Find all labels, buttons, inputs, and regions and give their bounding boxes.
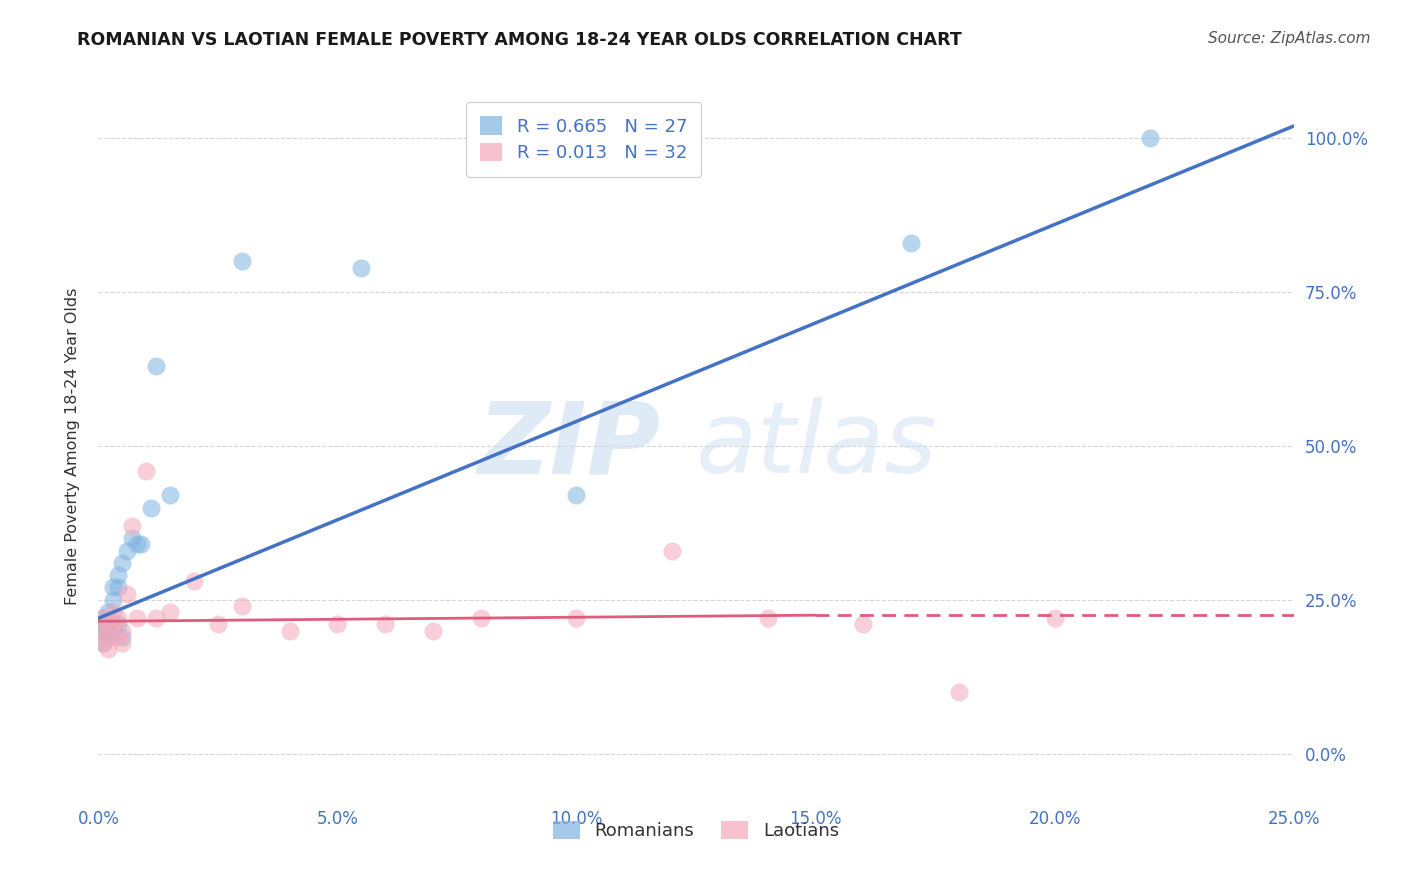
Legend: Romanians, Laotians: Romanians, Laotians (546, 814, 846, 847)
Y-axis label: Female Poverty Among 18-24 Year Olds: Female Poverty Among 18-24 Year Olds (65, 287, 80, 605)
Text: ZIP: ZIP (477, 398, 661, 494)
Text: Source: ZipAtlas.com: Source: ZipAtlas.com (1208, 31, 1371, 46)
Text: ROMANIAN VS LAOTIAN FEMALE POVERTY AMONG 18-24 YEAR OLDS CORRELATION CHART: ROMANIAN VS LAOTIAN FEMALE POVERTY AMONG… (77, 31, 962, 49)
Text: atlas: atlas (696, 398, 938, 494)
